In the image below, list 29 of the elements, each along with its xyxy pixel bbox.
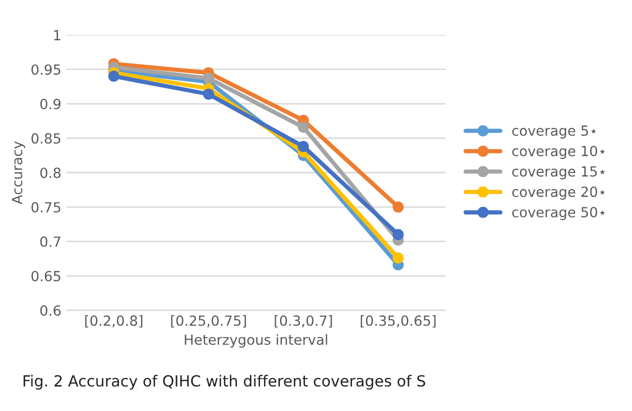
legend-label: coverage 5⋆ [512,126,596,139]
y-tick-label: 0.75 [31,202,60,213]
y-tick-label: 1 [54,30,60,40]
x-tick-label: [0.25,0.75] [171,315,246,328]
y-axis-title: Accuracy [12,141,26,204]
point [298,122,309,133]
x-tick-label: [0.2,0.8] [85,315,142,328]
legend-label: coverage 50⋆ [512,206,606,220]
point [392,201,404,213]
point [392,252,404,264]
legend-label: coverage 10⋆ [512,146,606,159]
y-tick-label: 0.7 [40,236,60,247]
y-tick-label: 0.85 [31,133,60,144]
x-axis-title: Heterzygous interval [184,334,328,348]
legend-label: coverage 15⋆ [512,166,606,180]
caption: Fig. 2 Accuracy of QIHC with different coverages of S [24,374,426,390]
x-tick-label: [0.3,0.7] [274,315,332,328]
point [108,70,120,82]
x-tick-label: [0.35,0.65] [360,315,436,328]
y-tick-label: 0.8 [40,168,61,178]
point [392,229,404,240]
y-tick-label: 0.95 [31,64,60,75]
y-tick-label: 0.6 [40,305,61,316]
point [298,140,309,152]
legend-label: coverage 20⋆ [512,186,606,200]
point [203,72,214,84]
y-tick-label: 0.9 [40,98,61,110]
y-tick-label: 0.65 [31,270,60,282]
point [203,88,214,100]
